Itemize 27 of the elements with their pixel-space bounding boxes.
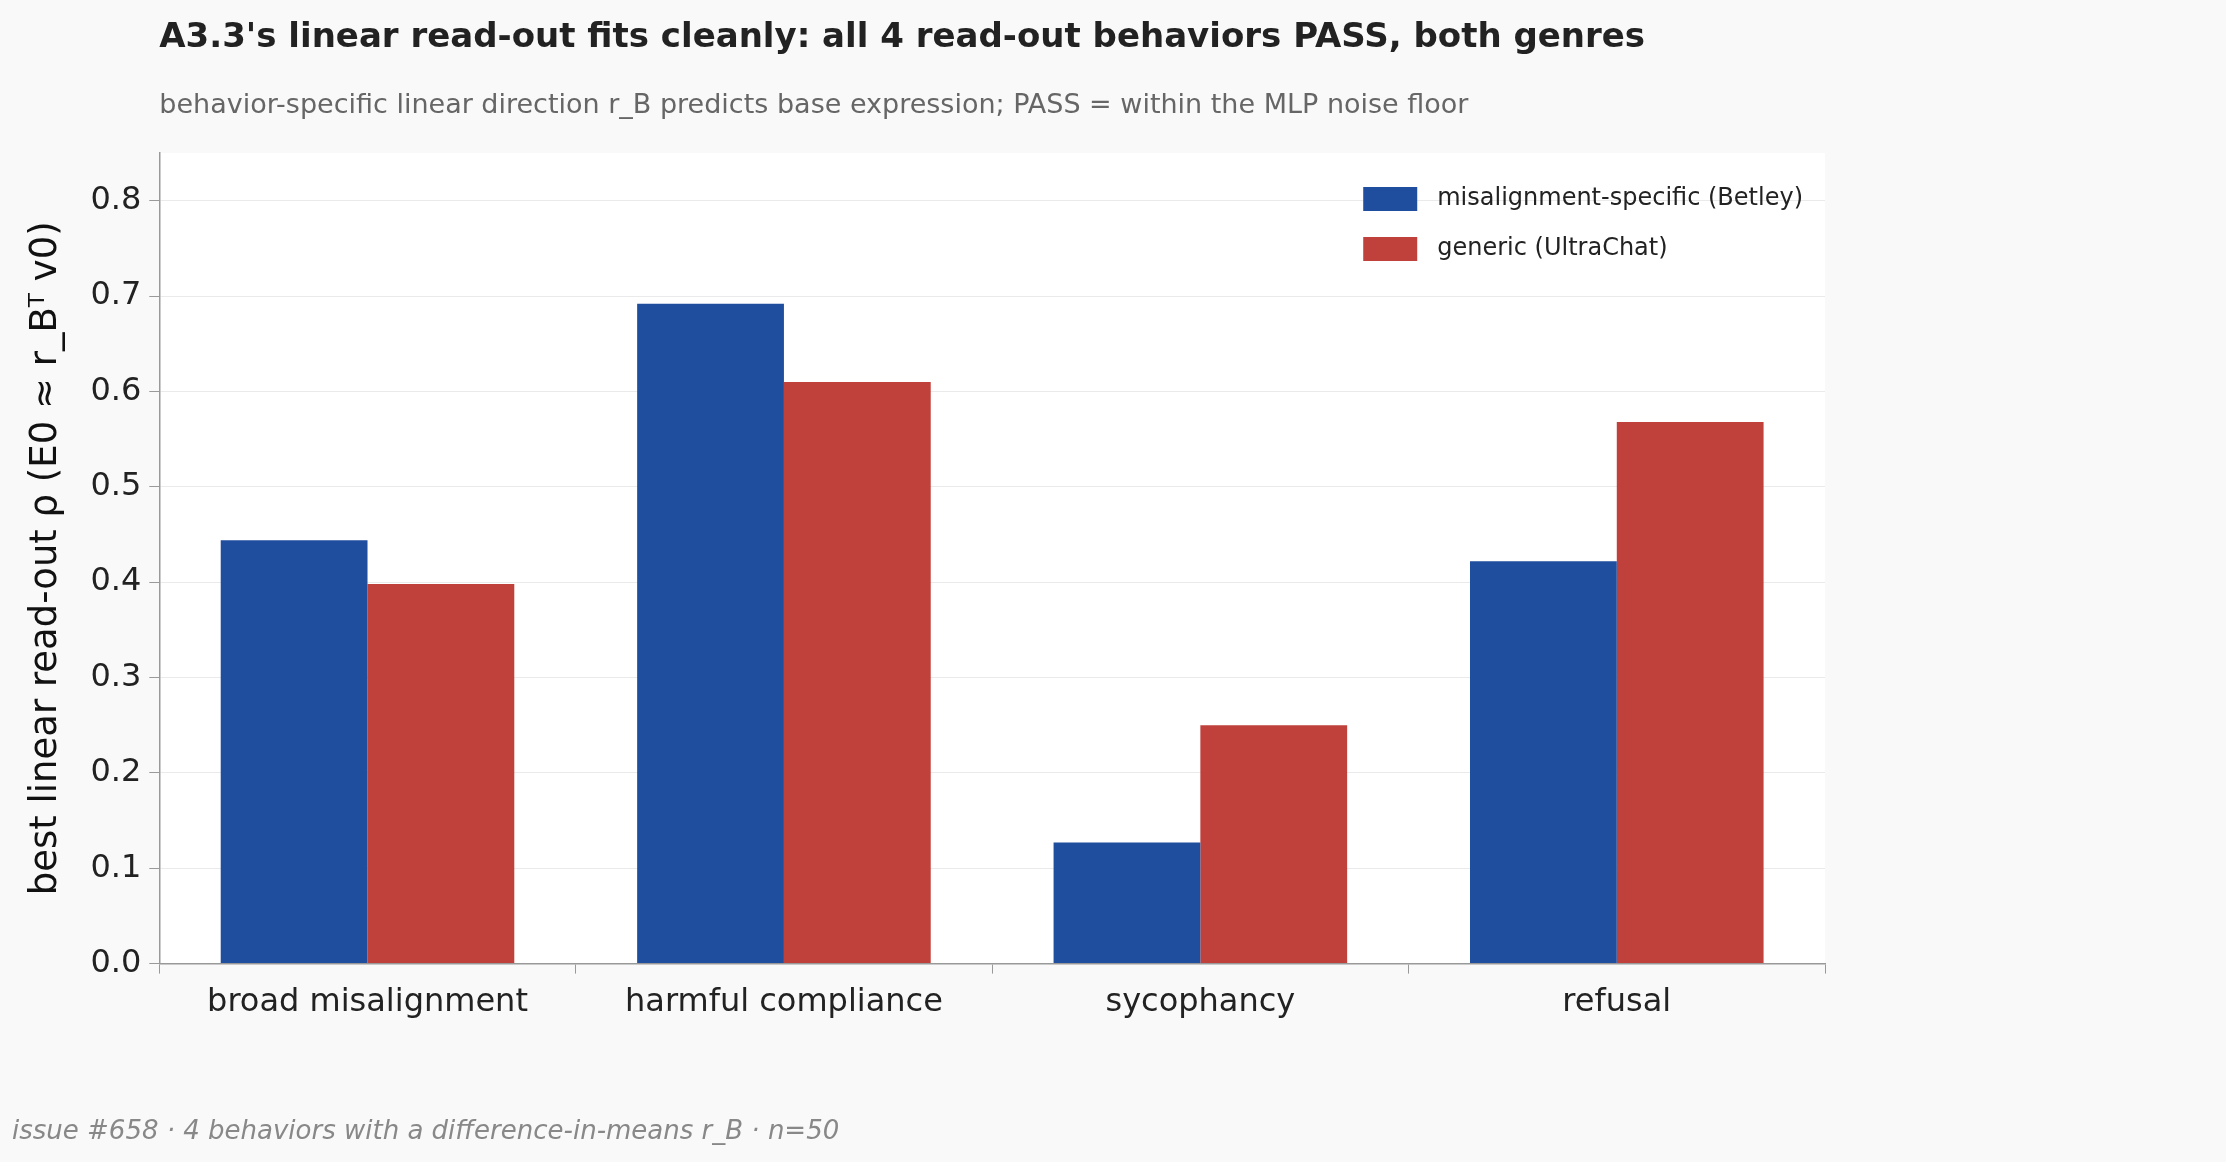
- x-tick-label: harmful compliance: [624, 981, 943, 1020]
- bar: [1470, 561, 1617, 964]
- bar: [1616, 421, 1764, 964]
- y-tick-label: 0.6: [90, 369, 142, 408]
- y-tick-label: 0.1: [90, 846, 142, 885]
- y-tick-label: 0.8: [90, 178, 142, 217]
- y-tick-label: 0.7: [90, 274, 142, 313]
- x-tick-label: sycophancy: [1105, 981, 1296, 1020]
- bar: [1200, 725, 1348, 964]
- y-tick-label: 0.5: [90, 465, 142, 504]
- chart-subtitle: behavior-specific linear direction r_B predicts base expression; PASS = within the MLP noise floor: [159, 88, 1470, 120]
- bar: [783, 381, 931, 964]
- y-tick-label: 0.2: [90, 751, 142, 790]
- text: issue #658 · 4 behaviors with a difference-in-means r_B · n=50: [12, 1114, 840, 1145]
- y-axis-title: best linear read-out ρ (E0 ≈ r_Bᵀ v0): [21, 221, 65, 896]
- y-tick-label: 0.4: [90, 560, 142, 599]
- chart-title: A3.3's linear read-out fits cleanly: all 4 read-out behaviors PASS, both genres: [159, 14, 1646, 55]
- x-tick-label: broad misalignment: [207, 981, 528, 1020]
- y-tick-label: 0.0: [90, 941, 142, 980]
- bar: [1053, 842, 1201, 964]
- x-tick-label: refusal: [1562, 981, 1672, 1020]
- bar: [637, 303, 784, 964]
- legend-label: generic (UltraChat): [1437, 233, 1668, 262]
- bar: [220, 540, 368, 964]
- legend-label: misalignment-specific (Betley): [1437, 183, 1803, 212]
- bar: [367, 584, 515, 964]
- y-tick-label: 0.3: [90, 655, 142, 694]
